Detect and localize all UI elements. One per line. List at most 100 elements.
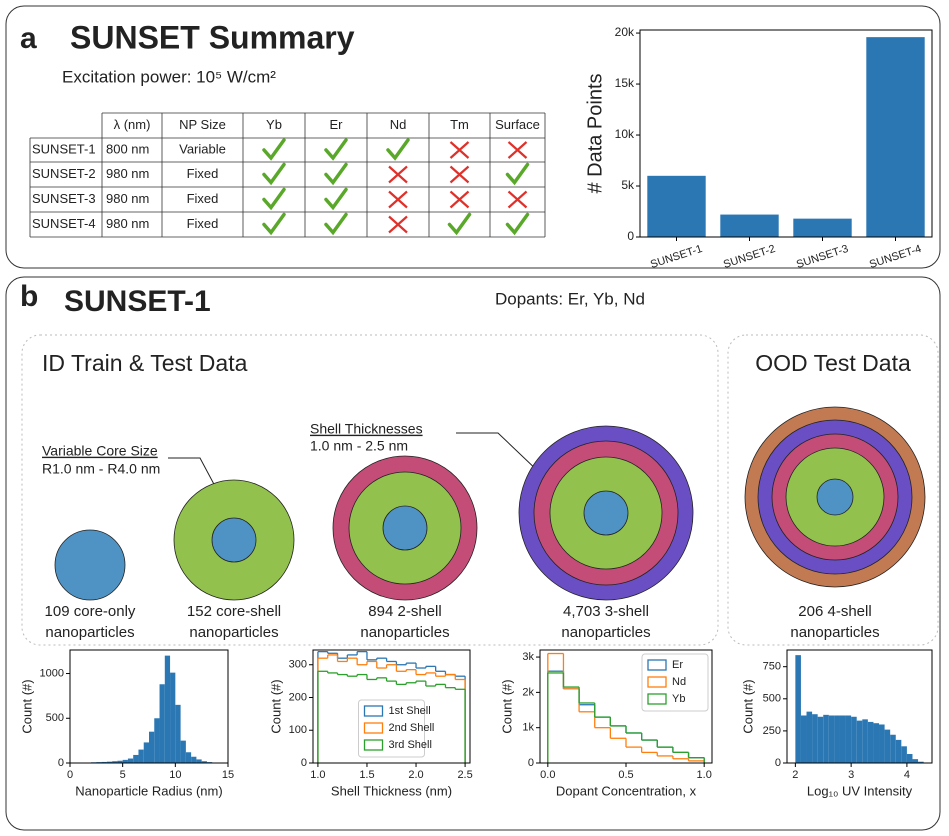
bar — [866, 37, 924, 237]
x-tick-label: 3 — [848, 769, 854, 781]
table-header: Yb — [266, 117, 282, 132]
hist-bar — [862, 719, 868, 763]
particle-label: nanoparticles — [561, 624, 650, 641]
y-tick-label: 1k — [522, 722, 534, 734]
legend-label: 3rd Shell — [389, 739, 432, 751]
row-name: SUNSET-3 — [32, 191, 96, 206]
hist-bar — [901, 746, 907, 763]
y-tick-label: 20k — [615, 25, 635, 39]
subtitle: Dopants: Er, Yb, Nd — [495, 289, 645, 308]
panel-label: b — [20, 280, 38, 313]
hist-bar — [857, 721, 863, 763]
particle-count: 152 core-shell — [187, 603, 281, 620]
hist-bar — [175, 705, 180, 763]
check-mark — [326, 165, 346, 183]
annotation-title: Shell Thicknesses — [310, 421, 423, 437]
y-tick-label: 1000 — [40, 667, 64, 679]
hist-bar — [181, 741, 186, 763]
hist-bar — [801, 715, 807, 763]
hist-bar — [840, 715, 846, 763]
hist-bar — [133, 755, 138, 763]
x-axis-label: Shell Thickness (nm) — [331, 783, 452, 798]
hist-bar — [138, 750, 143, 763]
hist-bar — [912, 759, 918, 763]
cross-mark — [389, 192, 407, 208]
table-header: Nd — [390, 117, 407, 132]
y-tick-label: 500 — [46, 712, 64, 724]
hist-bar — [885, 730, 891, 763]
x-axis-label: Dopant Concentration, x — [556, 783, 697, 798]
x-axis-label: Nanoparticle Radius (nm) — [75, 783, 222, 798]
y-tick-label: 500 — [763, 693, 781, 705]
table-header: λ (nm) — [114, 117, 151, 132]
x-tick-label: 0.5 — [618, 769, 633, 781]
x-tick-label: 4 — [904, 769, 910, 781]
table-header: Tm — [450, 117, 469, 132]
check-mark — [264, 190, 284, 208]
check-mark — [326, 215, 346, 233]
y-tick-label: 0 — [301, 757, 307, 769]
check-mark — [450, 215, 470, 233]
row-name: SUNSET-2 — [32, 166, 96, 181]
y-tick-label: 3k — [522, 651, 534, 663]
y-tick-label: 15k — [615, 76, 635, 90]
particle-label: nanoparticles — [790, 624, 879, 641]
particle-layer — [55, 530, 125, 600]
y-axis-label: Count (#) — [499, 679, 514, 733]
panel-title: SUNSET-1 — [64, 285, 211, 318]
check-mark — [264, 165, 284, 183]
check-mark — [264, 215, 284, 233]
check-mark — [508, 165, 528, 183]
y-tick-label: 5k — [621, 178, 635, 192]
y-tick-label: 0 — [775, 757, 781, 769]
particle-count: 4,703 3-shell — [563, 603, 649, 620]
x-tick-label: SUNSET-1 — [649, 243, 704, 271]
bar — [647, 176, 705, 237]
x-axis-label: Log₁₀ UV Intensity — [807, 783, 913, 798]
annotation-text: 1.0 nm - 2.5 nm — [310, 438, 408, 454]
y-tick-label: 10k — [615, 127, 635, 141]
panel-label: a — [20, 22, 37, 55]
particle-layer — [212, 518, 256, 562]
particle-count: 206 4-shell — [798, 603, 871, 620]
particle-label: nanoparticles — [189, 624, 278, 641]
y-tick-label: 300 — [289, 659, 307, 671]
y-tick-label: 100 — [289, 724, 307, 736]
x-tick-label: 2.5 — [457, 769, 472, 781]
bar — [793, 219, 851, 237]
x-tick-label: 5 — [120, 769, 126, 781]
hist-bar — [851, 717, 857, 763]
row-name: SUNSET-4 — [32, 216, 96, 231]
legend-label: Nd — [672, 676, 686, 688]
check-mark — [326, 190, 346, 208]
legend-label: 1st Shell — [389, 705, 431, 717]
particle-label: nanoparticles — [45, 624, 134, 641]
table-cell: Variable — [179, 141, 226, 156]
x-tick-label: 0 — [67, 769, 73, 781]
table-cell: 980 nm — [106, 166, 149, 181]
hist-bar — [149, 732, 154, 763]
hist-bar — [907, 754, 913, 763]
cross-mark — [389, 167, 407, 183]
x-tick-label: 1.0 — [310, 769, 325, 781]
hist-bar — [170, 673, 175, 763]
y-axis-label: Count (#) — [740, 679, 755, 733]
hist-bar — [896, 740, 902, 763]
legend-label: 2nd Shell — [389, 722, 435, 734]
x-tick-label: SUNSET-3 — [795, 243, 850, 271]
check-mark — [388, 140, 408, 158]
cross-mark — [509, 192, 527, 208]
annotation-text: R1.0 nm - R4.0 nm — [42, 461, 160, 477]
bar — [720, 215, 778, 237]
hist-bar — [191, 757, 196, 763]
hist-bar — [818, 717, 824, 763]
x-tick-label: 2 — [792, 769, 798, 781]
table-header: Surface — [495, 117, 540, 132]
y-tick-label: 2k — [522, 686, 534, 698]
y-axis-label: Count (#) — [268, 679, 283, 733]
y-tick-label: 750 — [763, 661, 781, 673]
x-tick-label: SUNSET-2 — [722, 243, 777, 271]
cross-mark — [389, 217, 407, 233]
annotation-title: Variable Core Size — [42, 443, 158, 459]
row-name: SUNSET-1 — [32, 141, 96, 156]
